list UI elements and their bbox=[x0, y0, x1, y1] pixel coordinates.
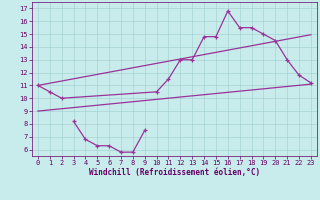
X-axis label: Windchill (Refroidissement éolien,°C): Windchill (Refroidissement éolien,°C) bbox=[89, 168, 260, 177]
